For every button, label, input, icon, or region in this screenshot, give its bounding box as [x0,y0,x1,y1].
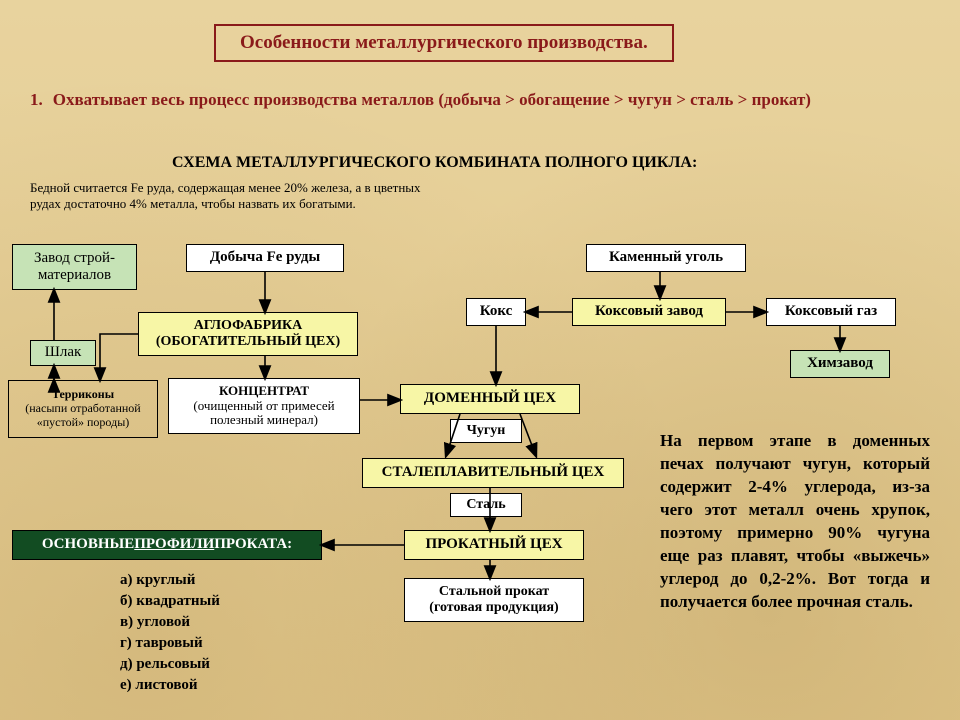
profili-list: а) круглыйб) квадратныйв) угловойг) тавр… [120,570,220,696]
profili-link[interactable]: ПРОФИЛИ [134,536,214,553]
schema-title: СХЕМА МЕТАЛЛУРГИЧЕСКОГО КОМБИНАТА ПОЛНОГ… [172,154,697,172]
node-himzavod: Химзавод [790,350,890,378]
node-shlak: Шлак [30,340,96,366]
node-zavod_stroy: Завод строй-материалов [12,244,137,290]
node-staleplav: СТАЛЕПЛАВИТЕЛЬНЫЙ ЦЕХ [362,458,624,488]
node-prokatnyj: ПРОКАТНЫЙ ЦЕХ [404,530,584,560]
intro-text: Охватывает весь процесс производства мет… [53,90,811,109]
node-aglofabrika: АГЛОФАБРИКА(ОБОГАТИТЕЛЬНЫЙ ЦЕХ) [138,312,358,356]
profili-item: б) квадратный [120,591,220,612]
node-stal: Сталь [450,493,522,517]
profili-item: д) рельсовый [120,654,220,675]
node-koksovyj_zavod: Коксовый завод [572,298,726,326]
node-chugun: Чугун [450,419,522,443]
profili-item: а) круглый [120,570,220,591]
profili-post: ПРОКАТА: [214,536,292,553]
node-dobycha: Добыча Fe руды [186,244,344,272]
side-note: На первом этапе в доменных печах получаю… [660,430,930,614]
node-kamennyj_ugol: Каменный уголь [586,244,746,272]
profili-item: е) листовой [120,675,220,696]
intro-number: 1. [30,90,43,109]
profili-item: г) тавровый [120,633,220,654]
node-terrikony: Терриконы(насыпи отработанной«пустой» по… [8,380,158,438]
node-koncentrat: КОНЦЕНТРАТ(очищенный от примесейполезный… [168,378,360,434]
node-stalnoj_prokat: Стальной прокат(готовая продукция) [404,578,584,622]
node-koksovyj_gaz: Коксовый газ [766,298,896,326]
profili-title: ОСНОВНЫЕ ПРОФИЛИ ПРОКАТА: [12,530,322,560]
page-title: Особенности металлургического производст… [214,24,674,62]
profili-item: в) угловой [120,612,220,633]
node-domennyj: ДОМЕННЫЙ ЦЕХ [400,384,580,414]
node-koks: Кокс [466,298,526,326]
ore-note: Бедной считается Fe руда, содержащая мен… [30,180,430,213]
profili-pre: ОСНОВНЫЕ [42,536,134,553]
intro-line: 1. Охватывает весь процесс производства … [30,90,930,110]
